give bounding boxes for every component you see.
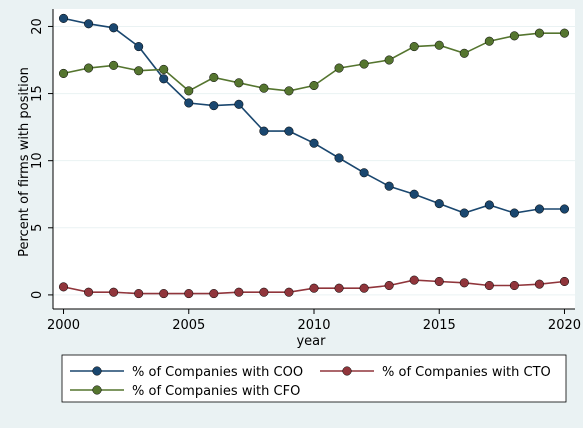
data-point	[159, 289, 169, 299]
data-point	[109, 287, 119, 297]
data-point	[409, 189, 419, 199]
data-point	[309, 80, 319, 91]
x-tick-label: 2010	[297, 318, 330, 333]
y-axis-title: Percent of firms with position	[17, 67, 32, 257]
data-point	[58, 68, 69, 78]
data-point	[559, 276, 570, 287]
legend-label: % of Companies with COO	[132, 365, 303, 380]
data-point	[409, 275, 419, 285]
data-point	[534, 204, 544, 214]
data-point	[334, 283, 344, 293]
data-point	[234, 78, 244, 88]
data-point	[209, 72, 219, 83]
data-point	[159, 74, 169, 84]
data-point	[409, 42, 419, 52]
data-point	[209, 289, 219, 299]
data-point	[459, 48, 469, 58]
data-point	[434, 276, 444, 287]
legend-label: % of Companies with CFO	[132, 384, 300, 399]
data-point	[509, 208, 519, 218]
x-tick-label: 2015	[423, 318, 456, 333]
data-point	[184, 98, 194, 108]
data-point	[359, 59, 369, 69]
legend-label: % of Companies with CTO	[382, 365, 551, 380]
data-point	[559, 204, 570, 214]
data-point	[109, 60, 119, 70]
data-point	[259, 287, 269, 297]
legend-marker	[92, 366, 102, 376]
data-point	[134, 289, 144, 299]
legend-marker	[342, 366, 352, 376]
data-point	[484, 200, 494, 210]
data-point	[184, 86, 194, 96]
data-point	[284, 86, 294, 96]
data-point	[459, 208, 469, 218]
data-point	[84, 19, 94, 29]
data-point	[234, 99, 244, 109]
data-point	[359, 168, 369, 178]
data-point	[334, 153, 344, 163]
x-tick-label: 2000	[47, 318, 80, 333]
data-point	[134, 42, 144, 52]
data-point	[559, 28, 570, 38]
legend-marker	[92, 385, 102, 395]
data-point	[84, 63, 94, 73]
y-tick-label: 15	[30, 85, 45, 102]
y-tick-label: 0	[30, 291, 45, 299]
data-point	[484, 36, 494, 46]
data-point	[384, 280, 394, 291]
data-point	[259, 126, 269, 136]
legend-box	[61, 354, 567, 403]
data-point	[534, 279, 544, 289]
y-tick-label: 5	[30, 224, 45, 232]
data-point	[284, 287, 294, 297]
data-point	[259, 83, 269, 93]
data-point	[309, 283, 319, 293]
series-group	[58, 13, 570, 299]
data-point	[509, 280, 519, 291]
data-point	[234, 287, 244, 297]
data-point	[434, 199, 444, 209]
data-point	[459, 278, 469, 288]
data-point	[484, 280, 494, 291]
data-point	[84, 287, 94, 297]
data-point	[159, 64, 169, 74]
x-tick-label: 2020	[548, 318, 581, 333]
data-point	[109, 23, 119, 33]
y-axis: 0 5 10 15 20	[30, 9, 54, 309]
x-axis-title: year	[296, 334, 326, 349]
data-point	[58, 13, 69, 23]
data-point	[334, 63, 344, 73]
data-point	[284, 126, 294, 136]
data-point	[58, 282, 69, 292]
data-point	[184, 289, 194, 299]
y-tick-label: 10	[30, 152, 45, 169]
x-axis: 2000 2005 2010 2015 2020	[47, 308, 581, 333]
data-point	[534, 28, 544, 38]
data-point	[359, 283, 369, 293]
data-point	[209, 101, 219, 111]
data-point	[309, 138, 319, 148]
data-point	[384, 55, 394, 65]
data-point	[434, 40, 444, 50]
data-point	[384, 181, 394, 191]
y-tick-label: 20	[30, 18, 45, 35]
plot-area	[53, 9, 575, 309]
data-point	[134, 66, 144, 76]
data-point	[509, 31, 519, 41]
legend: % of Companies with COO % of Companies wi…	[61, 354, 567, 403]
x-tick-label: 2005	[172, 318, 205, 333]
